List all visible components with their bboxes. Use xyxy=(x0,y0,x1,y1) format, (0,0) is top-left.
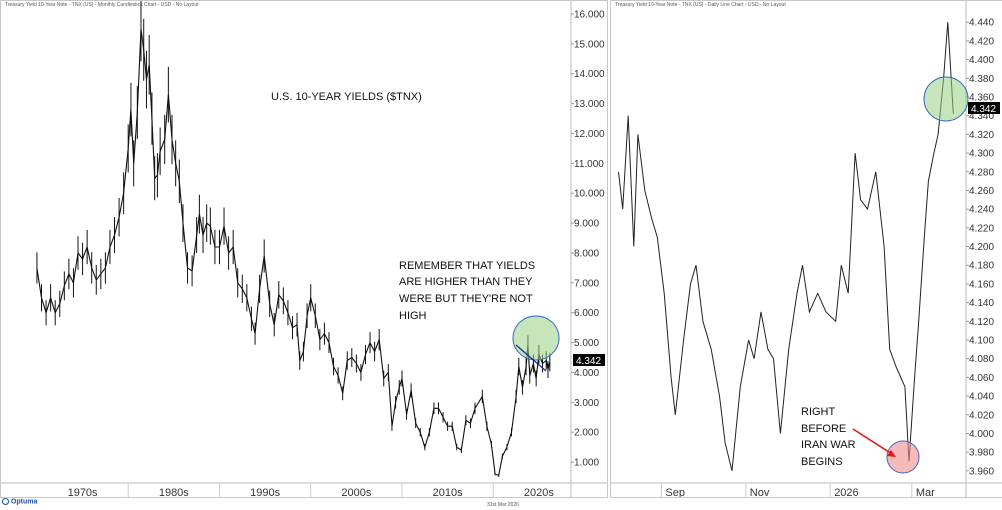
daily-y-tick-label: 4.180 xyxy=(969,261,994,272)
footer-date: 31st Mar 2026 xyxy=(487,502,519,508)
daily-y-tick-label: 4.340 xyxy=(969,111,994,122)
daily-y-tick-label: 4.260 xyxy=(969,186,994,197)
daily-y-tick-label: 4.380 xyxy=(969,74,994,85)
monthly-annotation-line-1: REMEMBER THAT YIELDS xyxy=(399,260,535,272)
monthly-y-tick-label: 16.000 xyxy=(574,9,605,20)
monthly-annotation-line-4: HIGH xyxy=(399,310,427,322)
monthly-y-tick-label: 3.000 xyxy=(574,398,599,409)
monthly-y-tick-label: 12.000 xyxy=(574,129,605,140)
daily-y-tick-label: 3.980 xyxy=(969,448,994,459)
daily-y-tick-label: 4.240 xyxy=(969,205,994,216)
daily-y-tick-label: 4.080 xyxy=(969,354,994,365)
daily-series-line xyxy=(618,22,954,471)
monthly-trendline xyxy=(515,344,547,372)
monthly-last-value-box xyxy=(573,354,605,366)
daily-y-tick-label: 4.220 xyxy=(969,223,994,234)
monthly-y-tick-label: 15.000 xyxy=(574,39,605,50)
monthly-y-tick-label: 5.000 xyxy=(574,338,599,349)
daily-x-tick-label: 2026 xyxy=(834,487,858,497)
daily-y-tick-label: 4.120 xyxy=(969,317,994,328)
monthly-annotation-line-2: ARE HIGHER THAN THEY xyxy=(399,276,533,288)
daily-last-value-label: 4.342 xyxy=(971,104,996,115)
daily-y-tick-label: 4.420 xyxy=(969,36,994,47)
daily-y-tick-label: 3.960 xyxy=(969,466,994,477)
daily-y-tick-label: 4.200 xyxy=(969,242,994,253)
daily-x-tick-label: Nov xyxy=(750,487,770,497)
monthly-chart-header: Treasury Yield 10-Year Note - TNX (US) -… xyxy=(5,2,199,8)
monthly-highlight-circle xyxy=(512,315,560,361)
daily-y-tick-label: 4.000 xyxy=(969,429,994,440)
monthly-y-tick-label: 10.000 xyxy=(574,189,605,200)
daily-y-tick-label: 4.020 xyxy=(969,410,994,421)
daily-highlight-circle-top xyxy=(923,76,969,122)
optuma-logo-icon xyxy=(2,498,9,505)
daily-y-tick-label: 4.400 xyxy=(969,55,994,66)
daily-annotation-arrow xyxy=(852,428,893,455)
monthly-x-tick-label: 1980s xyxy=(159,487,189,497)
monthly-chart-panel: Treasury Yield 10-Year Note - TNX (US) -… xyxy=(0,0,608,508)
monthly-x-tick-label: 2000s xyxy=(341,487,371,497)
daily-annotation-line-1: RIGHT xyxy=(801,406,836,418)
daily-last-value-box xyxy=(968,102,1000,114)
daily-annotation-line-3: IRAN WAR xyxy=(801,439,856,451)
monthly-chart-title: U.S. 10-YEAR YIELDS ($TNX) xyxy=(271,91,422,103)
daily-y-tick-label: 4.060 xyxy=(969,373,994,384)
monthly-y-tick-label: 2.000 xyxy=(574,428,599,439)
monthly-y-tick-label: 14.000 xyxy=(574,69,605,80)
monthly-annotation-line-3: WERE BUT THEY'RE NOT xyxy=(399,293,533,305)
monthly-y-tick-label: 7.000 xyxy=(574,278,599,289)
monthly-x-tick-label: 2020s xyxy=(524,487,554,497)
monthly-chart-canvas: 1.000 2.000 3.000 4.000 5.000 6.000 7.000 8.000… xyxy=(1,1,607,497)
daily-annotation-line-2: BEFORE xyxy=(801,423,846,435)
optuma-logo-text: Optuma xyxy=(10,498,38,506)
daily-y-tick-label: 4.320 xyxy=(969,130,994,141)
daily-chart-panel: Treasury Yield 10-Year Note - TNX (US) -… xyxy=(610,0,1002,498)
daily-y-tick-label: 4.100 xyxy=(969,335,994,346)
daily-chart-header: Treasury Yield 10-Year Note - TNX (US) -… xyxy=(615,2,786,8)
monthly-y-tick-label: 4.000 xyxy=(574,368,599,379)
daily-chart-canvas: 3.960 3.980 4.000 4.020 4.040 4.060 4.080 4.100… xyxy=(611,1,1002,497)
daily-y-tick-label: 4.040 xyxy=(969,392,994,403)
monthly-y-tick-label: 9.000 xyxy=(574,219,599,230)
optuma-logo: Optuma xyxy=(2,498,37,505)
daily-y-tick-label: 4.280 xyxy=(969,167,994,178)
daily-annotation-arrowhead xyxy=(887,450,896,457)
daily-x-tick-label: Sep xyxy=(665,487,685,497)
daily-highlight-circle-bottom xyxy=(886,440,920,474)
daily-y-tick-label: 4.440 xyxy=(969,18,994,29)
monthly-x-tick-label: 1990s xyxy=(250,487,280,497)
daily-annotation-line-4: BEGINS xyxy=(801,456,843,468)
daily-y-tick-label: 4.300 xyxy=(969,149,994,160)
monthly-y-tick-label: 11.000 xyxy=(574,159,604,170)
monthly-last-value-label: 4.342 xyxy=(576,356,601,367)
daily-y-tick-label: 4.360 xyxy=(969,92,994,103)
monthly-y-tick-label: 6.000 xyxy=(574,308,599,319)
monthly-y-tick-label: 1.000 xyxy=(574,458,599,469)
daily-y-tick-label: 4.140 xyxy=(969,298,994,309)
monthly-x-tick-label: 1970s xyxy=(68,487,98,497)
monthly-y-tick-label: 8.000 xyxy=(574,248,599,259)
daily-y-tick-label: 4.160 xyxy=(969,279,994,290)
daily-x-tick-label: Mar xyxy=(916,487,935,497)
monthly-y-tick-label: 13.000 xyxy=(574,99,605,110)
monthly-x-tick-label: 2010s xyxy=(433,487,463,497)
